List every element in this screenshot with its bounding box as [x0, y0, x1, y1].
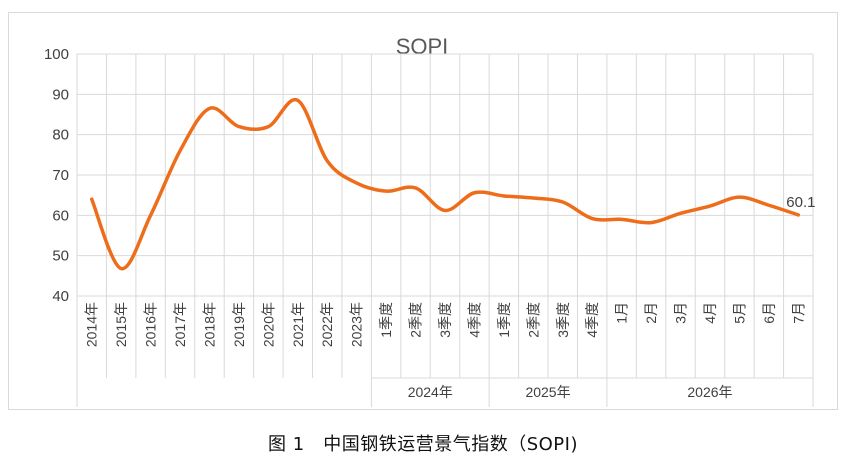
y-tick-label: 50 — [52, 248, 69, 265]
x-group-label: 2026年 — [687, 384, 732, 400]
x-tick-label: 1月 — [614, 302, 630, 324]
x-group-label: 2025年 — [525, 384, 570, 400]
x-tick-label: 6月 — [761, 302, 777, 324]
x-tick-label: 2023年 — [349, 302, 365, 347]
x-tick-label: 2021年 — [290, 302, 306, 347]
x-tick-label: 2020年 — [260, 302, 276, 347]
y-tick-label: 100 — [44, 46, 69, 63]
x-tick-label: 2季度 — [408, 302, 424, 338]
x-tick-label: 2017年 — [172, 302, 188, 347]
x-tick-label: 5月 — [731, 302, 747, 324]
gridlines — [76, 53, 814, 407]
x-tick-label: 2016年 — [143, 302, 159, 347]
x-tick-label: 2季度 — [525, 302, 541, 338]
data-label: 60.1 — [786, 194, 815, 211]
x-tick-label: 4月 — [702, 302, 718, 324]
x-tick-label: 3月 — [673, 302, 689, 324]
x-tick-label: 1季度 — [496, 302, 512, 338]
x-tick-label: 4季度 — [466, 302, 482, 338]
x-group-label: 2024年 — [408, 384, 453, 400]
x-tick-label: 3季度 — [437, 302, 453, 338]
x-tick-label: 3季度 — [555, 302, 571, 338]
y-tick-label: 70 — [52, 167, 69, 184]
series-line — [89, 97, 801, 271]
x-tick-label: 1季度 — [378, 302, 394, 338]
x-tick-label: 2014年 — [84, 302, 100, 347]
y-tick-label: 80 — [52, 127, 69, 144]
x-tick-label: 2022年 — [319, 302, 335, 347]
series-line-layer — [89, 97, 801, 271]
y-tick-label: 40 — [52, 288, 69, 305]
data-label-layer: 60.1 — [786, 194, 815, 211]
x-tick-label: 2月 — [643, 302, 659, 324]
y-tick-label: 90 — [52, 86, 69, 103]
x-tick-label: 7月 — [790, 302, 806, 324]
figure-caption: 图 1 中国钢铁运营景气指数（SOPI) — [268, 434, 578, 455]
x-tick-label: 2019年 — [231, 302, 247, 347]
y-tick-label: 60 — [52, 207, 69, 224]
chart-title: SOPI — [396, 34, 449, 59]
axes: 40 50 60 70 80 90 100 2014年 2015年 2016年 2017年 2018年… — [44, 46, 806, 400]
x-tick-label: 4季度 — [584, 302, 600, 338]
chart-frame — [8, 12, 838, 410]
x-tick-label: 2018年 — [201, 302, 217, 347]
x-tick-label: 2015年 — [113, 302, 129, 347]
